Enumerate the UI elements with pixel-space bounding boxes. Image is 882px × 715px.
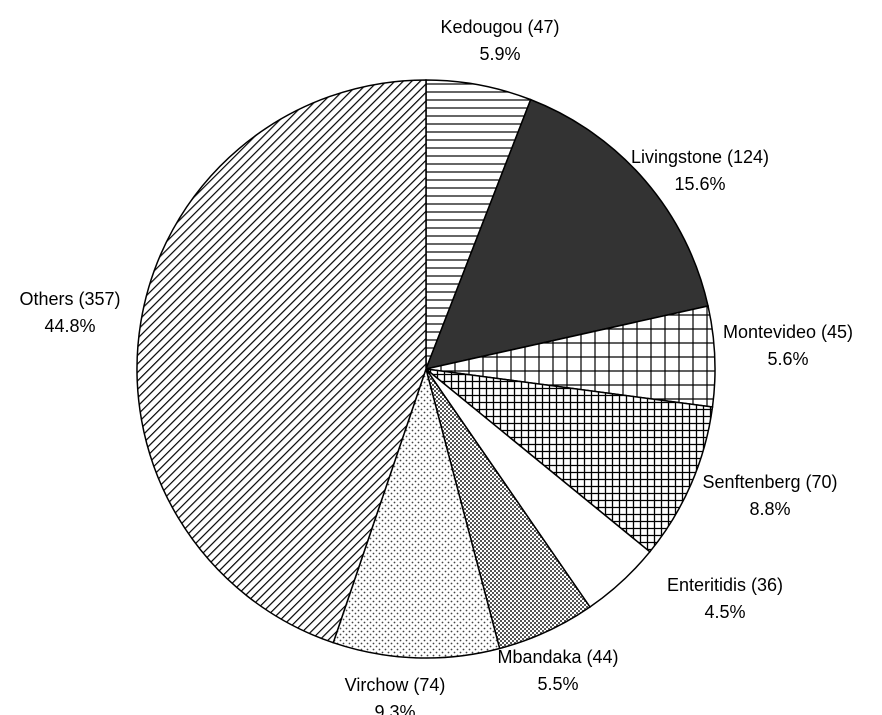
pie-slice [423,367,714,553]
slice-value-label: 44.8% [44,316,95,336]
slice-value-label: 5.5% [537,674,578,694]
slice-label: Livingstone (124) [631,147,769,167]
slice-label: Montevideo (45) [723,322,853,342]
slice-value-label: 4.5% [704,602,745,622]
slice-label: Enteritidis (36) [667,575,783,595]
pie-slice [332,366,501,659]
slice-value-label: 5.6% [767,349,808,369]
pie-slice [136,79,427,644]
pie-slice [424,98,709,371]
slice-value-label: 15.6% [674,174,725,194]
slice-label: Senftenberg (70) [702,472,837,492]
slice-label: Others (357) [19,289,120,309]
slice-value-label: 8.8% [749,499,790,519]
slice-label: Virchow (74) [345,675,446,695]
slice-label: Mbandaka (44) [497,647,618,667]
slice-label: Kedougou (47) [440,17,559,37]
slice-value-label: 9.3% [374,702,415,715]
slice-value-label: 5.9% [479,44,520,64]
